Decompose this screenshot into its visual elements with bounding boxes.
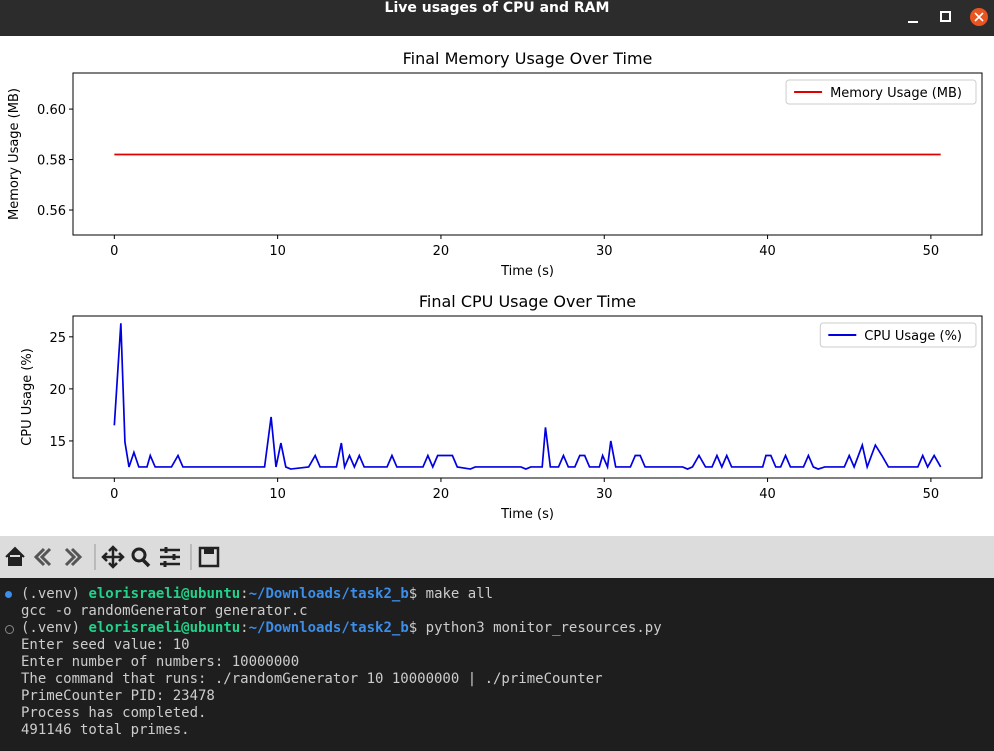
title-bar: Live usages of CPU and RAM	[0, 0, 994, 36]
terminal-text: The command that runs: ./randomGenerator…	[21, 671, 603, 687]
terminal-line: 491146 total primes.	[21, 722, 190, 739]
configure-button[interactable]	[160, 548, 180, 566]
toolbar-icons	[5, 544, 220, 570]
home-button[interactable]	[5, 546, 25, 566]
figure: Final Memory Usage Over Time Time (s) Memo…	[7, 49, 983, 522]
command-marker	[5, 591, 12, 598]
terminal-line: The command that runs: ./randomGenerator…	[21, 671, 603, 688]
y-axis-label: CPU Usage (%)	[20, 348, 35, 446]
terminal-text: elorisraeli@ubuntu	[88, 620, 241, 636]
terminal-text: $	[408, 620, 418, 636]
terminal-text: ~/Downloads/task2_b	[248, 620, 409, 636]
x-tick-label: 40	[759, 244, 776, 259]
legend-frame	[785, 79, 977, 105]
chart-title: Final CPU Usage Over Time	[419, 292, 636, 311]
terminal-text: (.venv)	[21, 586, 81, 602]
toolbar	[0, 536, 994, 578]
save-icon	[204, 548, 214, 554]
legend: CPU Usage (%)	[819, 322, 977, 348]
x-tick-label: 30	[596, 487, 613, 502]
y-tick-label: 0.56	[37, 204, 66, 219]
x-tick-label: 20	[433, 487, 450, 502]
terminal-line: Enter seed value: 10	[21, 637, 190, 654]
y-tick-label: 20	[49, 383, 66, 398]
terminal-line: (.venv) elorisraeli@ubuntu:~/Downloads/t…	[21, 620, 662, 637]
zoom-handle	[141, 558, 151, 568]
legend-frame	[819, 322, 977, 348]
terminal-text: PrimeCounter PID: 23478	[21, 688, 215, 704]
x-tick-label: 30	[596, 244, 613, 259]
terminal-text: Enter number of numbers: 10000000	[21, 654, 300, 670]
terminal-text: ~/Downloads/task2_b	[248, 586, 409, 602]
terminal-text: Enter seed value: 10	[21, 637, 190, 653]
forward-button[interactable]	[64, 547, 83, 567]
y-tick-label: 25	[49, 331, 66, 346]
chart-title: Final Memory Usage Over Time	[403, 49, 653, 68]
y-tick-label: 0.58	[37, 154, 66, 169]
y-tick-label: 15	[49, 435, 66, 450]
terminal-text: :	[240, 620, 249, 636]
x-tick-label: 40	[759, 487, 776, 502]
command-marker	[5, 625, 14, 634]
close-icon	[974, 12, 984, 22]
window-controls	[908, 8, 988, 26]
terminal-text: gcc -o randomGenerator generator.c	[21, 603, 308, 619]
y-axis-label: Memory Usage (MB)	[7, 88, 22, 220]
terminal-text: 491146 total primes.	[21, 722, 190, 738]
terminal-text: :	[240, 586, 249, 602]
terminal-line: Enter number of numbers: 10000000	[21, 654, 299, 671]
terminal-text: Process has completed.	[21, 705, 207, 721]
terminal-text: python3 monitor_resources.py	[425, 620, 662, 636]
back-button[interactable]	[33, 547, 52, 567]
terminal-text: $	[408, 586, 418, 602]
legend-label: CPU Usage (%)	[864, 329, 962, 344]
terminal-line: PrimeCounter PID: 23478	[21, 688, 215, 705]
x-tick-label: 0	[110, 244, 118, 259]
terminal-text: elorisraeli@ubuntu	[88, 586, 241, 602]
x-tick-label: 10	[269, 487, 286, 502]
x-tick-label: 50	[923, 487, 940, 502]
x-axis-label: Time (s)	[500, 264, 554, 279]
legend-label: Memory Usage (MB)	[830, 86, 962, 101]
data-line	[113, 323, 942, 471]
x-tick-label: 10	[269, 244, 286, 259]
maximize-button[interactable]	[940, 11, 951, 22]
window-title: Live usages of CPU and RAM	[384, 0, 610, 16]
legend: Memory Usage (MB)	[785, 79, 977, 105]
x-axis-label: Time (s)	[500, 507, 554, 522]
terminal-text: make all	[425, 586, 494, 602]
axes-frame	[72, 315, 983, 479]
terminal: (.venv) elorisraeli@ubuntu:~/Downloads/t…	[0, 578, 994, 751]
y-tick-label: 0.60	[37, 103, 66, 118]
terminal-text: (.venv)	[21, 620, 81, 636]
x-tick-label: 0	[110, 487, 118, 502]
terminal-line: Process has completed.	[21, 705, 206, 722]
configure-sliders	[163, 547, 176, 567]
x-tick-label: 20	[433, 244, 450, 259]
terminal-line: gcc -o randomGenerator generator.c	[21, 603, 308, 620]
x-tick-label: 50	[923, 244, 940, 259]
axes-frame	[72, 72, 983, 236]
pan-button[interactable]	[101, 545, 125, 569]
terminal-line: (.venv) elorisraeli@ubuntu:~/Downloads/t…	[21, 586, 493, 603]
zoom-button[interactable]	[131, 547, 147, 563]
